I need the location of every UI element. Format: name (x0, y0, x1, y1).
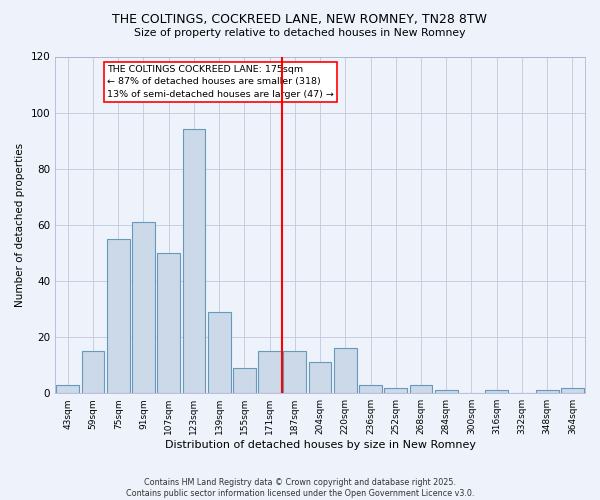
Bar (435, 390, 458, 393)
Bar (208, 312, 230, 393)
Text: Size of property relative to detached houses in New Romney: Size of property relative to detached ho… (134, 28, 466, 38)
Bar (561, 388, 584, 393)
Bar (536, 390, 559, 393)
Bar (233, 368, 256, 393)
Bar (359, 385, 382, 393)
Bar (385, 388, 407, 393)
Text: THE COLTINGS COCKREED LANE: 175sqm
← 87% of detached houses are smaller (318)
13: THE COLTINGS COCKREED LANE: 175sqm ← 87%… (107, 65, 334, 99)
Text: THE COLTINGS, COCKREED LANE, NEW ROMNEY, TN28 8TW: THE COLTINGS, COCKREED LANE, NEW ROMNEY,… (113, 12, 487, 26)
Text: Contains HM Land Registry data © Crown copyright and database right 2025.
Contai: Contains HM Land Registry data © Crown c… (126, 478, 474, 498)
Bar (82, 351, 104, 393)
Bar (56, 385, 79, 393)
Bar (334, 348, 356, 393)
X-axis label: Distribution of detached houses by size in New Romney: Distribution of detached houses by size … (164, 440, 476, 450)
Bar (410, 385, 433, 393)
Y-axis label: Number of detached properties: Number of detached properties (15, 143, 25, 307)
Bar (132, 222, 155, 393)
Bar (107, 239, 130, 393)
Bar (182, 130, 205, 393)
Bar (157, 253, 180, 393)
Bar (485, 390, 508, 393)
Bar (258, 351, 281, 393)
Bar (283, 351, 306, 393)
Bar (309, 362, 331, 393)
